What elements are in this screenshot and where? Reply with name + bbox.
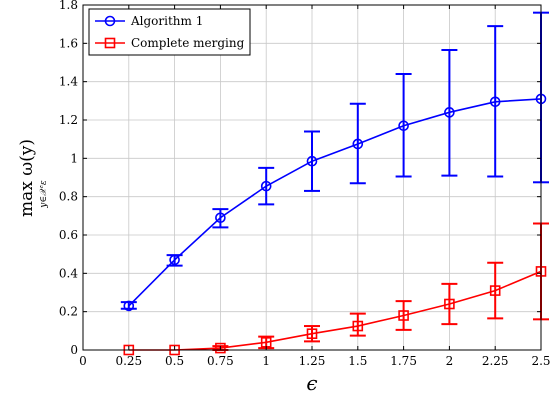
x-tick-label: 1.25 (299, 354, 326, 368)
x-tick-label: 1.5 (348, 354, 367, 368)
y-tick-label: 1.2 (59, 113, 78, 127)
data-point (352, 320, 364, 332)
data-point (352, 138, 364, 150)
series-complete-merging (123, 222, 549, 356)
x-tick-label: 2 (446, 354, 454, 368)
y-axis-title-subscript: y∈𝒳ᶜε (39, 180, 49, 209)
data-point (260, 180, 272, 192)
y-axis-title: max ω(y) (17, 139, 37, 217)
y-axis: 0 0.2 0.4 0.6 0.8 1 1.2 1.4 1.6 1.8 (59, 0, 541, 357)
series-area (120, 11, 549, 356)
legend-box (88, 8, 251, 56)
x-tick-label: 0.75 (207, 354, 234, 368)
data-point (398, 310, 409, 321)
y-axis-title-group: max ω(y) y∈𝒳ᶜε (17, 139, 49, 217)
x-axis-title: ϵ (306, 371, 317, 395)
y-tick-label: 0.4 (59, 266, 78, 280)
x-tick-label: 2.25 (482, 354, 509, 368)
legend-marker-complete-merging (104, 37, 116, 49)
series-line (128, 98, 542, 307)
x-tick-label: 1 (262, 354, 270, 368)
y-tick-label: 0 (70, 343, 78, 357)
y-tick-label: 0.8 (59, 190, 78, 204)
series-line (128, 270, 542, 351)
legend: Algorithm 1 Complete merging (88, 8, 251, 56)
x-tick-label: 0.5 (165, 354, 184, 368)
data-point (123, 300, 135, 312)
y-tick-label: 1.8 (59, 0, 78, 12)
data-point (306, 155, 318, 167)
data-point (398, 120, 409, 132)
x-tick-label: 0 (79, 354, 87, 368)
y-tick-label: 1.4 (59, 75, 78, 89)
y-tick-label: 1.6 (59, 36, 78, 50)
data-point (306, 328, 318, 340)
y-tick-label: 0.6 (59, 228, 78, 242)
x-tick-label: 1.75 (390, 354, 417, 368)
data-point (444, 298, 455, 310)
x-tick-label: 0.25 (115, 354, 142, 368)
data-point (489, 285, 501, 296)
data-point (489, 96, 501, 108)
data-point (215, 342, 226, 354)
x-tick-label: 2.5 (531, 354, 550, 368)
x-axis: 0 0.25 0.5 0.75 1 1.25 1.5 1.75 2 2.25 2.5 (79, 5, 551, 368)
y-tick-label: 1 (70, 151, 78, 165)
data-point (169, 254, 180, 266)
legend-label-algorithm: Algorithm 1 (130, 14, 203, 28)
legend-marker-algorithm (104, 15, 116, 27)
data-point (215, 212, 226, 224)
series-algorithm-1 (120, 11, 549, 312)
legend-label-complete-merging: Complete merging (131, 36, 245, 50)
data-point (444, 107, 455, 118)
y-tick-label: 0.2 (59, 305, 78, 319)
